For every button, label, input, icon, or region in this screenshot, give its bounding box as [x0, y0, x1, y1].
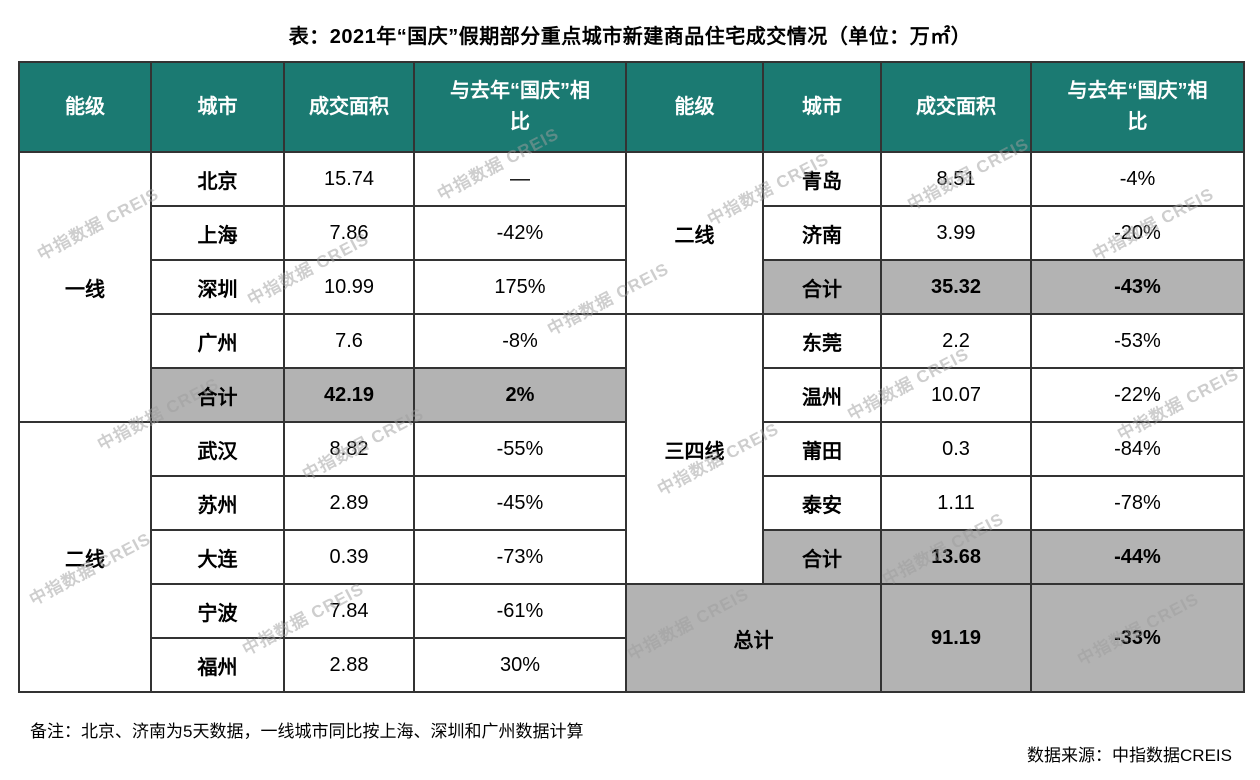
- city-cell: 广州: [150, 313, 285, 369]
- table-row: 二线 武汉 8.82 -55% 莆田 0.3 -84%: [18, 421, 1245, 693]
- table-row: 广州 7.6 -8% 三四线 东莞 2.2 -53%: [19, 313, 1245, 585]
- subtotal-yoy-cell: -44%: [1030, 529, 1245, 585]
- header-yoy-left: 与去年“国庆”相比: [413, 61, 627, 153]
- yoy-cell: -53%: [1030, 313, 1245, 369]
- grand-total-area-cell: 91.19: [880, 583, 1032, 693]
- area-cell: 7.84: [283, 583, 415, 639]
- yoy-cell: -61%: [413, 583, 627, 639]
- table-row: 合计 42.19 2% 温州 10.07 -22%: [19, 367, 1245, 423]
- city-cell: 济南: [762, 205, 882, 261]
- subtotal-area-cell: 13.68: [880, 529, 1032, 585]
- header-city-right: 城市: [762, 61, 882, 153]
- tier-cell: 二线: [625, 151, 764, 315]
- area-cell: 2.88: [283, 637, 415, 693]
- area-cell: 8.51: [880, 151, 1032, 207]
- yoy-cell: -4%: [1030, 151, 1245, 207]
- tier-cell: 三四线: [625, 313, 764, 585]
- area-cell: 0.3: [880, 421, 1032, 477]
- header-tier-right: 能级: [625, 61, 764, 153]
- header-yoy-right: 与去年“国庆”相比: [1030, 61, 1245, 153]
- city-cell: 东莞: [762, 313, 882, 369]
- data-source: 数据来源：中指数据CREIS: [1027, 746, 1232, 765]
- table-row: 苏州 2.89 -45% 泰安 1.11 -78%: [19, 475, 1245, 531]
- tier-cell: 二线: [18, 421, 152, 693]
- tier-cell: 一线: [18, 151, 152, 423]
- data-table: 能级 城市 成交面积 与去年“国庆”相比 能级 城市 成交面积 与去年“国庆”相…: [18, 61, 1245, 693]
- area-cell: 8.82: [283, 421, 415, 477]
- header-row: 能级 城市 成交面积 与去年“国庆”相比 能级 城市 成交面积 与去年“国庆”相…: [18, 61, 1245, 153]
- header-area-right: 成交面积: [880, 61, 1032, 153]
- page-title: 表：2021年“国庆”假期部分重点城市新建商品住宅成交情况（单位：万㎡）: [288, 26, 972, 48]
- subtotal-yoy-cell: 2%: [413, 367, 627, 423]
- table-row: 深圳 10.99 175% 合计 35.32 -43%: [19, 259, 1245, 315]
- city-cell: 北京: [150, 151, 285, 207]
- city-cell: 上海: [150, 205, 285, 261]
- city-cell: 苏州: [150, 475, 285, 531]
- area-cell: 2.89: [283, 475, 415, 531]
- table-row: 一线 北京 15.74 — 二线 青岛 8.51 -4%: [18, 151, 1245, 423]
- city-cell: 宁波: [150, 583, 285, 639]
- city-cell: 福州: [150, 637, 285, 693]
- yoy-cell: —: [413, 151, 627, 207]
- area-cell: 2.2: [880, 313, 1032, 369]
- grand-total-label-cell: 总计: [625, 583, 882, 693]
- yoy-cell: -20%: [1030, 205, 1245, 261]
- city-cell: 大连: [150, 529, 285, 585]
- subtotal-label-cell: 合计: [762, 529, 882, 585]
- area-cell: 10.99: [283, 259, 415, 315]
- table-row: 福州 2.88 30%: [19, 637, 1244, 693]
- area-cell: 15.74: [283, 151, 415, 207]
- city-cell: 深圳: [150, 259, 285, 315]
- yoy-cell: -84%: [1030, 421, 1245, 477]
- yoy-cell: -55%: [413, 421, 627, 477]
- area-cell: 3.99: [880, 205, 1032, 261]
- yoy-cell: -42%: [413, 205, 627, 261]
- yoy-cell: -45%: [413, 475, 627, 531]
- header-tier-left: 能级: [18, 61, 152, 153]
- area-cell: 7.6: [283, 313, 415, 369]
- yoy-cell: 175%: [413, 259, 627, 315]
- table-row: 上海 7.86 -42% 济南 3.99 -20%: [19, 205, 1245, 261]
- area-cell: 1.11: [880, 475, 1032, 531]
- subtotal-area-cell: 42.19: [283, 367, 415, 423]
- area-cell: 0.39: [283, 529, 415, 585]
- city-cell: 温州: [762, 367, 882, 423]
- subtotal-label-cell: 合计: [762, 259, 882, 315]
- yoy-cell: -22%: [1030, 367, 1245, 423]
- yoy-cell: 30%: [413, 637, 627, 693]
- grand-total-yoy-cell: -33%: [1030, 583, 1245, 693]
- yoy-cell: -73%: [413, 529, 627, 585]
- header-city-left: 城市: [150, 61, 285, 153]
- city-cell: 青岛: [762, 151, 882, 207]
- subtotal-yoy-cell: -43%: [1030, 259, 1245, 315]
- header-area-left: 成交面积: [283, 61, 415, 153]
- city-cell: 泰安: [762, 475, 882, 531]
- subtotal-label-cell: 合计: [150, 367, 285, 423]
- area-cell: 10.07: [880, 367, 1032, 423]
- yoy-cell: -78%: [1030, 475, 1245, 531]
- yoy-cell: -8%: [413, 313, 627, 369]
- city-cell: 莆田: [762, 421, 882, 477]
- table-row: 宁波 7.84 -61% 总计 91.19 -33%: [19, 583, 1245, 693]
- footnote: 备注：北京、济南为5天数据，一线城市同比按上海、深圳和广州数据计算: [30, 722, 584, 741]
- subtotal-area-cell: 35.32: [880, 259, 1032, 315]
- area-cell: 7.86: [283, 205, 415, 261]
- table-row: 大连 0.39 -73% 合计 13.68 -44%: [19, 529, 1245, 585]
- city-cell: 武汉: [150, 421, 285, 477]
